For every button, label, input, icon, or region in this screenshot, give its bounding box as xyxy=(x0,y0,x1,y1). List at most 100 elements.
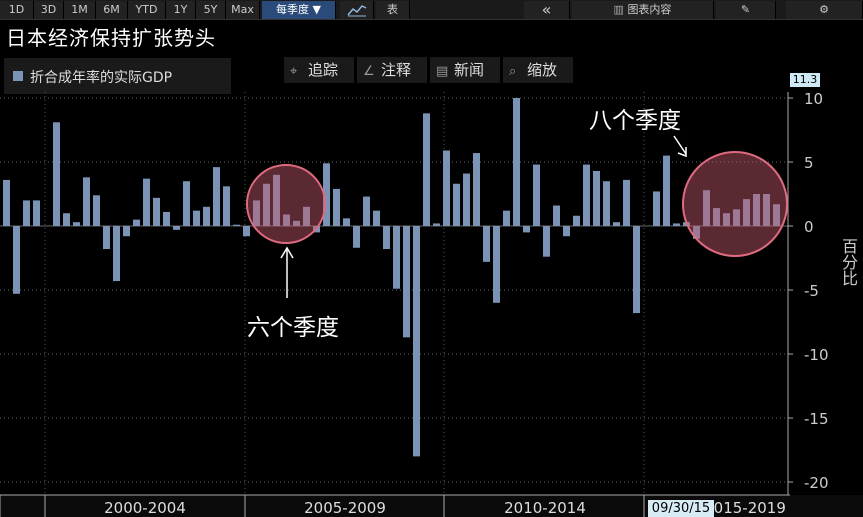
chart-content-button[interactable]: ▥ 图表内容 xyxy=(572,1,714,19)
gdp-bar xyxy=(493,226,500,303)
toolbar: 1D 3D 1M 6M YTD 1Y 5Y Max 每季度 ▼ 表 « ▥ 图表… xyxy=(0,0,863,20)
gdp-bar xyxy=(343,218,350,226)
gdp-bar xyxy=(263,183,270,226)
chart-title: 日本经济保持扩张势头 xyxy=(6,26,216,50)
eight-quarters-arrowhead xyxy=(677,147,687,158)
legend: 折合成年率的实际GDP xyxy=(4,58,231,94)
gdp-bar xyxy=(773,204,780,226)
gdp-bar xyxy=(693,226,700,239)
gdp-bar xyxy=(463,173,470,226)
x-tick-label: 2000-2004 xyxy=(104,499,186,517)
gdp-bar xyxy=(653,191,660,226)
gdp-bar xyxy=(703,190,710,226)
y-tick-label: 5 xyxy=(804,154,814,172)
zoom-tool-button[interactable]: ⌕ 缩放 xyxy=(503,57,573,83)
gdp-bar xyxy=(183,181,190,226)
gdp-bar xyxy=(323,163,330,226)
gdp-bar xyxy=(213,167,220,226)
gdp-bar xyxy=(603,181,610,226)
gdp-bar xyxy=(713,208,720,226)
range-6m-button[interactable]: 6M xyxy=(96,1,128,19)
gdp-bar xyxy=(553,205,560,226)
eight-quarters-annotation: 八个季度 xyxy=(589,108,681,134)
range-3d-button[interactable]: 3D xyxy=(34,1,64,19)
gdp-bar xyxy=(83,177,90,226)
y-tick-label: -15 xyxy=(804,410,829,428)
y-tick-label: 0 xyxy=(804,218,814,236)
range-1y-button[interactable]: 1Y xyxy=(166,1,196,19)
gdp-bar xyxy=(283,214,290,226)
news-tool-button[interactable]: ▤ 新闻 xyxy=(430,57,500,83)
gdp-bar xyxy=(53,122,60,226)
y-axis: 10 5 0 -5 -10 -15 -20 xyxy=(787,90,829,495)
gdp-bar xyxy=(543,226,550,257)
edit-icon[interactable]: ✎ xyxy=(716,1,776,19)
crosshair-icon: ⌖ xyxy=(290,64,298,79)
collapse-icon[interactable]: « xyxy=(524,1,570,19)
date-label: 09/30/15 xyxy=(648,500,714,517)
gdp-bar xyxy=(303,206,310,226)
six-quarters-arrowhead xyxy=(280,246,294,259)
annotate-tool-label: 注释 xyxy=(381,61,412,79)
news-tool-label: 新闻 xyxy=(454,61,485,79)
gdp-bar xyxy=(633,226,640,314)
gdp-bar xyxy=(203,206,210,226)
gdp-bar xyxy=(243,226,250,237)
frequency-dropdown[interactable]: 每季度 ▼ xyxy=(262,1,336,19)
track-tool-button[interactable]: ⌖ 追踪 xyxy=(284,57,354,83)
gdp-bar xyxy=(333,188,340,226)
gdp-bar xyxy=(533,164,540,226)
legend-swatch xyxy=(13,71,23,81)
gdp-bar xyxy=(523,226,530,233)
gdp-bar xyxy=(93,195,100,226)
gdp-bar xyxy=(73,222,80,226)
track-tool-label: 追踪 xyxy=(308,61,339,79)
highlights xyxy=(246,135,788,298)
search-icon: ⌕ xyxy=(509,64,517,79)
gdp-bar xyxy=(723,213,730,226)
range-ytd-button[interactable]: YTD xyxy=(128,1,166,19)
range-5y-button[interactable]: 5Y xyxy=(196,1,226,19)
gdp-bar xyxy=(733,209,740,226)
gdp-bar xyxy=(563,226,570,237)
eight-quarters-arrow xyxy=(673,135,687,155)
gdp-bar xyxy=(423,113,430,226)
gdp-bar xyxy=(743,199,750,226)
gdp-bar xyxy=(503,210,510,226)
gdp-bar xyxy=(613,222,620,226)
gdp-bar xyxy=(383,226,390,250)
line-chart-icon[interactable] xyxy=(340,1,374,19)
range-max-button[interactable]: Max xyxy=(226,1,260,19)
annotate-tool-button[interactable]: ∠ 注释 xyxy=(357,57,427,83)
gdp-bar xyxy=(123,226,130,237)
chart-content-icon: ▥ xyxy=(613,3,628,16)
gdp-bar xyxy=(293,220,300,226)
gdp-bar xyxy=(593,170,600,226)
range-1m-button[interactable]: 1M xyxy=(64,1,96,19)
gdp-bar xyxy=(373,210,380,226)
gdp-bar xyxy=(403,226,410,338)
gdp-bar xyxy=(623,179,630,226)
x-tick-label: 2015-2019 xyxy=(704,499,786,517)
last-value-tag: 11.3 xyxy=(790,73,820,87)
gdp-bar xyxy=(23,200,30,226)
gdp-bar xyxy=(223,186,230,226)
table-button[interactable]: 表 xyxy=(376,1,410,19)
gdp-bar xyxy=(413,226,420,457)
gdp-bar xyxy=(433,223,440,226)
gdp-bar xyxy=(163,211,170,226)
gdp-bar xyxy=(253,200,260,226)
pencil-icon: ∠ xyxy=(363,64,375,79)
bars xyxy=(3,98,780,457)
gdp-bar xyxy=(393,226,400,289)
line-chart-glyph xyxy=(346,5,366,17)
gdp-bar xyxy=(753,194,760,226)
gdp-bar xyxy=(273,174,280,226)
gdp-bar xyxy=(453,183,460,226)
gdp-bar xyxy=(103,226,110,250)
x-axis-band xyxy=(0,495,863,517)
gdp-bar xyxy=(63,213,70,226)
range-1d-button[interactable]: 1D xyxy=(0,1,34,19)
x-tick-label: 2010-2014 xyxy=(504,499,586,517)
